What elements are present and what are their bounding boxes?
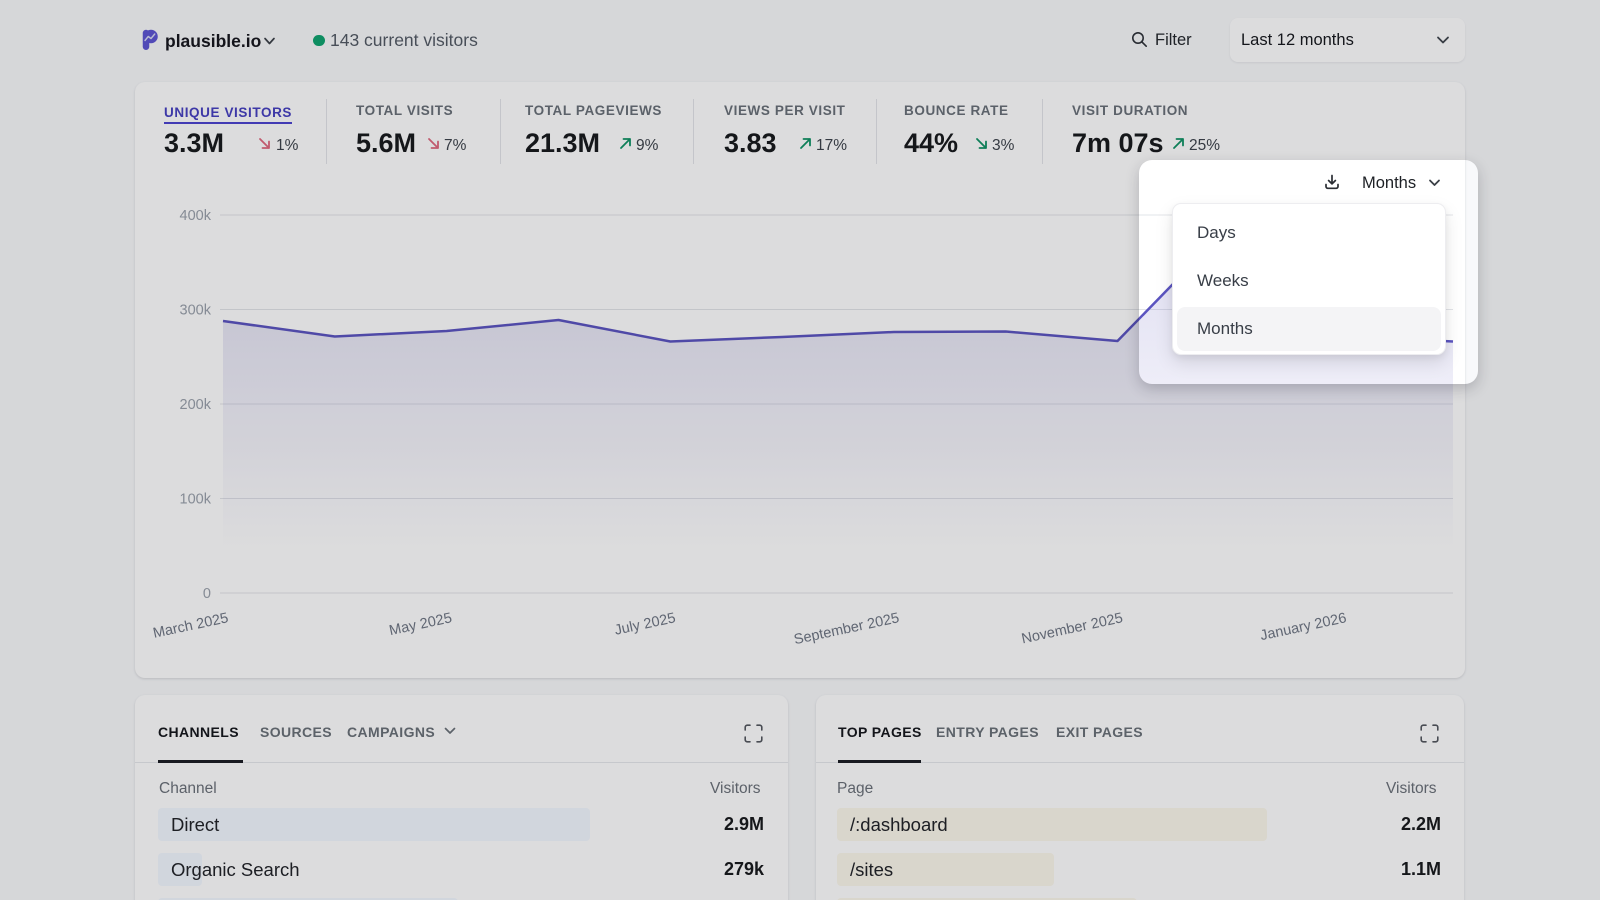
svg-text:September 2025: September 2025 bbox=[793, 610, 901, 648]
svg-text:300k: 300k bbox=[180, 303, 212, 319]
svg-text:100k: 100k bbox=[180, 492, 212, 508]
svg-text:July 2025: July 2025 bbox=[613, 610, 677, 639]
svg-text:March 2025: March 2025 bbox=[152, 610, 230, 642]
svg-text:May 2025: May 2025 bbox=[388, 610, 454, 639]
svg-text:400k: 400k bbox=[180, 208, 212, 224]
svg-text:November 2025: November 2025 bbox=[1020, 610, 1124, 647]
svg-text:0: 0 bbox=[203, 586, 211, 602]
svg-text:200k: 200k bbox=[180, 397, 212, 413]
svg-text:January 2026: January 2026 bbox=[1259, 610, 1348, 644]
